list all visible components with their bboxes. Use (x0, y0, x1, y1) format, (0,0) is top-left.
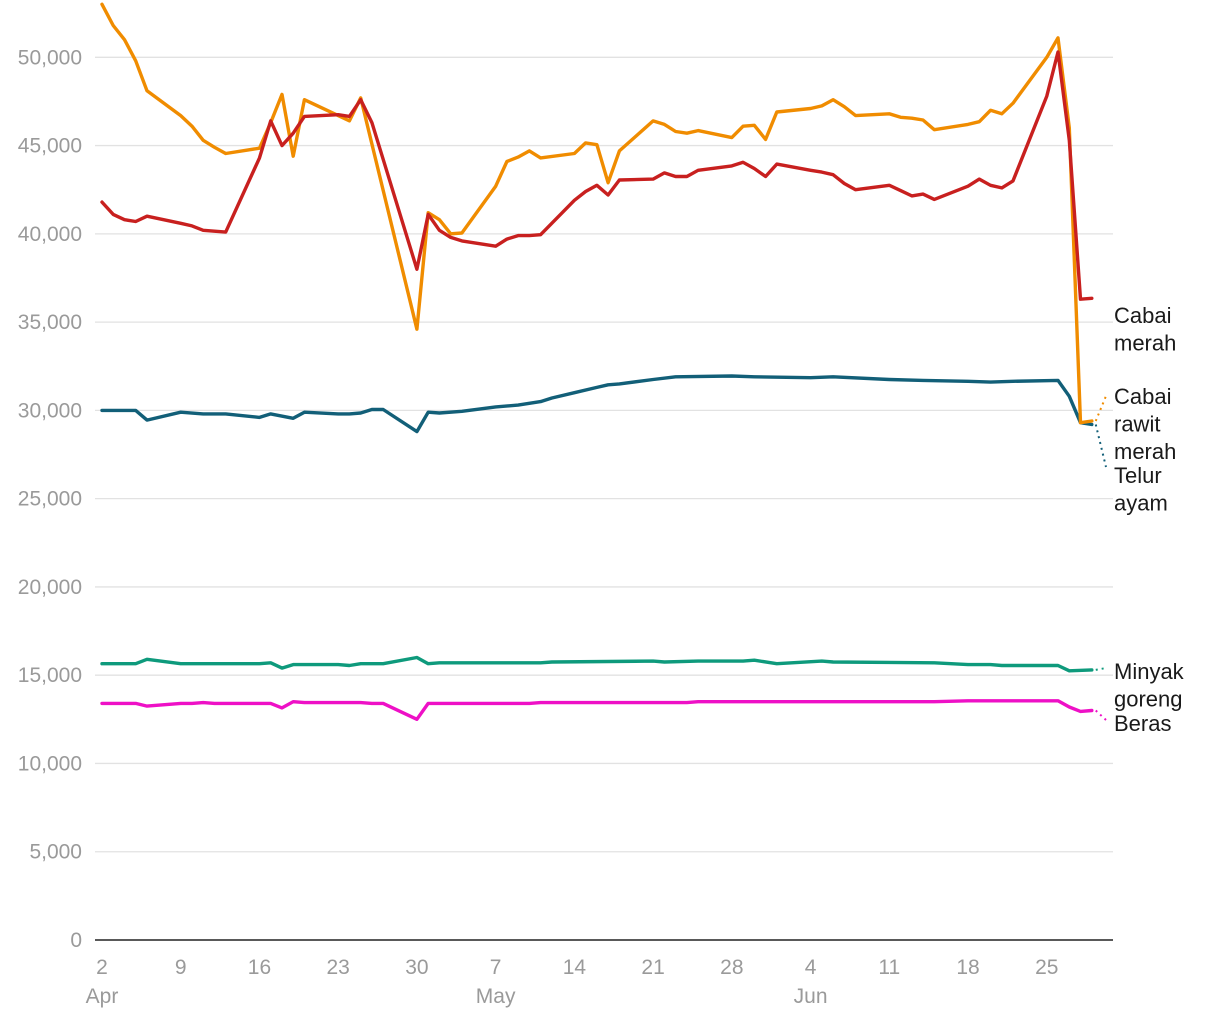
x-tick-label: 28 (720, 956, 743, 979)
label-leader-cabai-rawit-merah (1094, 395, 1107, 422)
series-label-cabai-rawit-merah: merah (1114, 439, 1176, 464)
series-end-labels: CabairawitmerahCabaimerahTelurayamMinyak… (1094, 303, 1185, 736)
label-leader-beras (1095, 709, 1107, 721)
y-tick-label: 15,000 (18, 664, 82, 687)
series-line-cabai-merah (100, 50, 1094, 301)
x-axis-tick-labels: 2 9 16 23 30 7 14 21 28 4 11 18 25 Apr May Jun (86, 956, 1059, 1008)
x-tick-label: 9 (175, 956, 187, 979)
y-tick-label: 5,000 (29, 841, 82, 864)
series-label-telur-ayam: Telur (1114, 463, 1162, 488)
series-label-minyak-goreng: Minyak (1114, 659, 1185, 684)
series-label-cabai-rawit-merah: rawit (1114, 412, 1160, 437)
x-month-label: Apr (86, 985, 119, 1008)
y-tick-label: 30,000 (18, 399, 82, 422)
y-tick-label: 0 (70, 929, 82, 952)
x-month-label: Jun (794, 985, 828, 1008)
gridlines (95, 56, 1113, 853)
x-tick-label: 18 (956, 956, 979, 979)
x-tick-label: 14 (563, 956, 587, 979)
x-tick-label: 11 (878, 956, 900, 979)
y-tick-label: 20,000 (18, 576, 82, 599)
y-axis-tick-labels: 0 5,000 10,000 15,000 20,000 25,000 30,000 35,0… (18, 46, 82, 952)
series-label-beras: Beras (1114, 711, 1171, 736)
series-line-telur-ayam (100, 374, 1094, 434)
x-month-label: May (476, 985, 516, 1008)
x-tick-label: 2 (96, 956, 108, 979)
x-tick-label: 30 (405, 956, 428, 979)
series-lines (100, 2, 1094, 721)
label-leader-minyak-goreng (1095, 667, 1107, 671)
x-tick-label: 25 (1035, 956, 1058, 979)
x-tick-label: 21 (641, 956, 664, 979)
series-line-beras (100, 699, 1094, 721)
x-tick-label: 23 (327, 956, 350, 979)
series-label-cabai-merah: Cabai (1114, 303, 1171, 328)
y-tick-label: 40,000 (18, 223, 82, 246)
label-leader-telur-ayam (1094, 424, 1107, 468)
series-label-cabai-merah: merah (1114, 331, 1176, 356)
series-label-telur-ayam: ayam (1114, 491, 1168, 516)
series-label-cabai-rawit-merah: Cabai (1114, 384, 1171, 409)
x-tick-label: 4 (805, 956, 817, 979)
y-tick-label: 25,000 (18, 488, 82, 511)
series-line-cabai-rawit-merah (100, 2, 1094, 425)
y-tick-label: 45,000 (18, 135, 82, 158)
series-line-minyak-goreng (100, 655, 1094, 673)
y-tick-label: 50,000 (18, 46, 82, 69)
y-tick-label: 35,000 (18, 311, 82, 334)
x-tick-label: 7 (490, 956, 502, 979)
series-label-minyak-goreng: goreng (1114, 687, 1183, 712)
y-tick-label: 10,000 (18, 752, 82, 775)
x-tick-label: 16 (248, 956, 271, 979)
